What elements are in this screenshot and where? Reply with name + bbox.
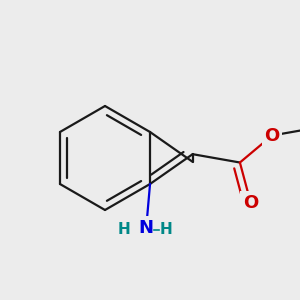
- Text: O: O: [243, 194, 258, 212]
- Text: O: O: [264, 127, 280, 145]
- Text: H: H: [118, 222, 130, 237]
- Text: H: H: [160, 222, 172, 237]
- Text: N: N: [139, 219, 154, 237]
